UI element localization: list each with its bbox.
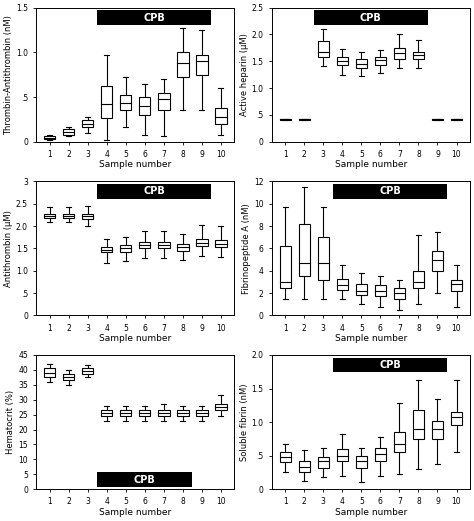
- Text: CPB: CPB: [144, 187, 165, 196]
- X-axis label: Sample number: Sample number: [335, 160, 407, 169]
- Bar: [215, 404, 227, 410]
- Bar: [97, 473, 192, 487]
- Bar: [337, 449, 348, 461]
- Bar: [177, 53, 189, 78]
- Bar: [82, 214, 93, 219]
- Text: CPB: CPB: [134, 475, 155, 485]
- Text: CPB: CPB: [379, 360, 401, 370]
- Bar: [337, 279, 348, 290]
- Bar: [394, 432, 405, 452]
- Bar: [44, 214, 55, 218]
- Y-axis label: Soluble fibrin (nM): Soluble fibrin (nM): [240, 383, 249, 461]
- Bar: [299, 224, 310, 276]
- Bar: [318, 41, 329, 57]
- Bar: [333, 184, 447, 199]
- Bar: [356, 59, 367, 68]
- Bar: [374, 57, 386, 65]
- Bar: [413, 271, 424, 288]
- Bar: [44, 368, 55, 377]
- Bar: [451, 280, 462, 291]
- Bar: [374, 448, 386, 461]
- Bar: [177, 244, 189, 251]
- Bar: [196, 240, 208, 246]
- Bar: [280, 246, 291, 288]
- Text: CPB: CPB: [360, 13, 382, 23]
- Bar: [139, 97, 150, 115]
- Bar: [451, 412, 462, 426]
- Bar: [101, 86, 112, 118]
- Y-axis label: Antithrombin (μM): Antithrombin (μM): [4, 210, 13, 287]
- Bar: [139, 410, 150, 416]
- Bar: [215, 240, 227, 247]
- Bar: [337, 57, 348, 65]
- Bar: [82, 120, 93, 128]
- X-axis label: Sample number: Sample number: [99, 160, 172, 169]
- Bar: [394, 48, 405, 59]
- Bar: [394, 288, 405, 299]
- Y-axis label: Active heparin (μM): Active heparin (μM): [240, 33, 249, 116]
- Bar: [120, 410, 131, 416]
- Bar: [196, 410, 208, 416]
- Bar: [120, 95, 131, 110]
- Y-axis label: Thrombin-Antithrombin (nM): Thrombin-Antithrombin (nM): [4, 15, 13, 134]
- Bar: [158, 410, 170, 416]
- X-axis label: Sample number: Sample number: [335, 508, 407, 517]
- Bar: [82, 368, 93, 375]
- X-axis label: Sample number: Sample number: [99, 334, 172, 343]
- Bar: [120, 245, 131, 252]
- Y-axis label: Hematocrit (%): Hematocrit (%): [7, 390, 16, 454]
- Bar: [196, 55, 208, 75]
- X-axis label: Sample number: Sample number: [99, 508, 172, 517]
- Bar: [299, 461, 310, 473]
- Text: CPB: CPB: [144, 13, 165, 23]
- Y-axis label: Fibrinopeptide A (nM): Fibrinopeptide A (nM): [242, 203, 251, 294]
- Bar: [318, 237, 329, 280]
- Bar: [432, 251, 443, 271]
- Bar: [215, 108, 227, 124]
- Text: CPB: CPB: [379, 187, 401, 196]
- Bar: [356, 455, 367, 468]
- Bar: [139, 242, 150, 249]
- Bar: [413, 52, 424, 59]
- Bar: [333, 358, 447, 373]
- Bar: [158, 242, 170, 249]
- Bar: [158, 93, 170, 110]
- Bar: [97, 10, 211, 25]
- Bar: [101, 410, 112, 416]
- Bar: [432, 421, 443, 439]
- Bar: [318, 457, 329, 468]
- Bar: [44, 137, 55, 139]
- Bar: [63, 129, 74, 134]
- X-axis label: Sample number: Sample number: [335, 334, 407, 343]
- Bar: [374, 286, 386, 296]
- Bar: [101, 247, 112, 252]
- Bar: [314, 10, 428, 25]
- Bar: [97, 184, 211, 199]
- Bar: [63, 375, 74, 380]
- Bar: [177, 410, 189, 416]
- Bar: [413, 410, 424, 439]
- Bar: [63, 214, 74, 218]
- Bar: [280, 452, 291, 462]
- Bar: [356, 284, 367, 295]
